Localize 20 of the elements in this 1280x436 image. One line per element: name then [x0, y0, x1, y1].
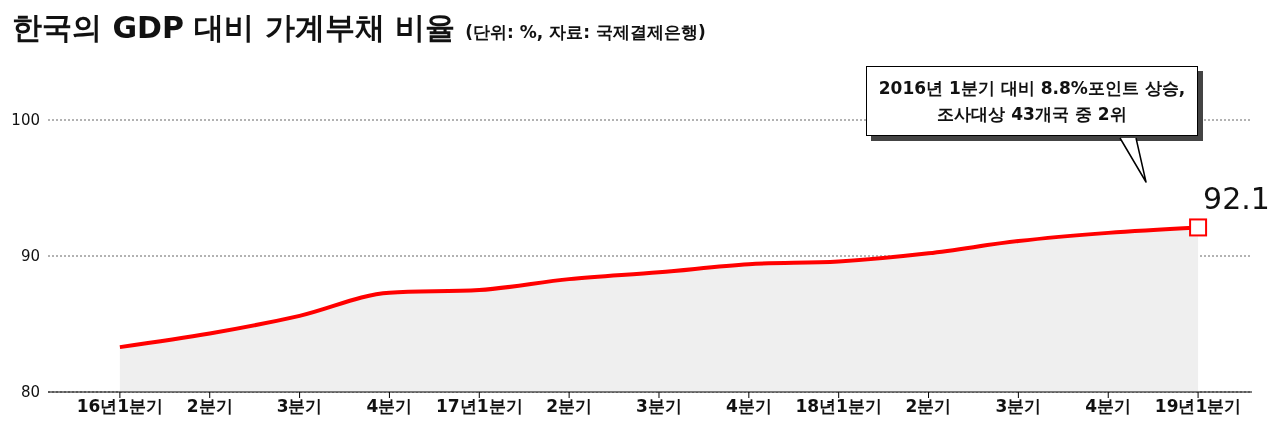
x-tick-label: 2분기 [905, 396, 952, 417]
y-tick-label: 90 [20, 247, 40, 266]
x-tick-label: 18년1분기 [795, 396, 882, 417]
x-tick-label: 4분기 [366, 396, 413, 417]
annotation: 2016년 1분기 대비 8.8%포인트 상승, 조사대상 43개국 중 2위 [866, 66, 1198, 136]
x-tick-label: 19년1분기 [1154, 396, 1242, 417]
x-tick-label: 2분기 [546, 396, 593, 417]
x-tick-label: 17년1분기 [436, 396, 523, 417]
y-tick-label: 100 [11, 111, 40, 130]
chart-title: 한국의 GDP 대비 가계부채 비율 [12, 9, 456, 47]
chart-subtitle: (단위: %, 자료: 국제결제은행) [465, 21, 706, 44]
x-tick-label: 3분기 [995, 396, 1042, 417]
data-label: 92.1 [1203, 181, 1270, 217]
x-tick-label: 3분기 [636, 396, 682, 417]
x-tick-label: 4분기 [725, 396, 772, 417]
x-tick-label: 16년1분기 [76, 396, 164, 417]
x-tick-label: 4분기 [1085, 396, 1132, 417]
x-tick-label: 3분기 [276, 396, 323, 417]
y-tick-label: 80 [20, 383, 40, 402]
x-tick-label: 2분기 [186, 396, 233, 417]
